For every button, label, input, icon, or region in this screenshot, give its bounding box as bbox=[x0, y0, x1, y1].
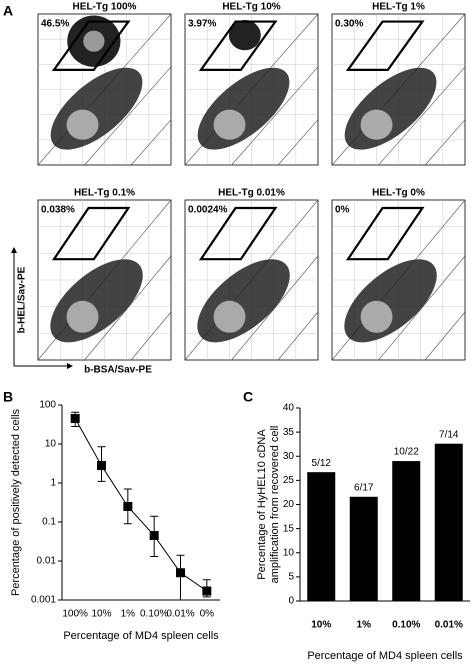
y-tick-label: 1 bbox=[50, 478, 56, 489]
cell-core bbox=[83, 30, 105, 52]
y-tick-label: 100 bbox=[39, 400, 56, 411]
point bbox=[123, 501, 133, 511]
point bbox=[70, 414, 80, 424]
diagonal bbox=[231, 255, 319, 361]
cell-core bbox=[213, 300, 246, 333]
plot-title: HEL-Tg 10% bbox=[222, 2, 280, 13]
gate-percent: 0.30% bbox=[335, 19, 363, 30]
diagonal bbox=[378, 66, 466, 166]
gate bbox=[345, 206, 425, 261]
cell-core bbox=[66, 109, 99, 140]
y-tick-label: 35 bbox=[283, 427, 295, 438]
x-tick-label: 0.01% bbox=[166, 609, 194, 620]
point bbox=[149, 531, 159, 541]
cell-core bbox=[213, 109, 246, 140]
y-tick-label: 40 bbox=[283, 403, 295, 414]
x-tick-label: 10% bbox=[91, 609, 111, 620]
y-axis-label: Percentage of HyHEL10 cDNA bbox=[256, 429, 268, 580]
y-tick-label: 10 bbox=[45, 439, 57, 450]
y-tick-label: 5 bbox=[288, 572, 294, 583]
bar-label: 5/12 bbox=[312, 458, 332, 469]
diagonal bbox=[84, 255, 172, 361]
plot-title: HEL-Tg 0% bbox=[372, 188, 425, 199]
y-tick-label: 25 bbox=[283, 475, 295, 486]
diagonal bbox=[130, 119, 172, 166]
x-tick-label: 10% bbox=[311, 620, 331, 631]
cell-core bbox=[66, 300, 99, 333]
plot-title: HEL-Tg 0.01% bbox=[218, 188, 285, 199]
cell-core bbox=[360, 300, 393, 333]
x-axis-label: Percentage of MD4 spleen cells bbox=[63, 630, 219, 642]
diagonal bbox=[277, 119, 319, 166]
diagonal bbox=[84, 66, 172, 166]
bar bbox=[307, 472, 336, 601]
cell-cloud bbox=[228, 20, 261, 51]
y-axis-label: amplification from recovered cell bbox=[269, 426, 281, 584]
bar bbox=[349, 496, 378, 601]
x-tick-label: 0% bbox=[200, 609, 215, 620]
diagonal bbox=[424, 119, 466, 166]
y-tick-label: 30 bbox=[283, 451, 295, 462]
panel-label: A bbox=[3, 3, 13, 19]
x-tick-label: 100% bbox=[62, 609, 88, 620]
x-tick-label: 0.10% bbox=[392, 620, 420, 631]
y-axis-label: Percentage of positively detected cells bbox=[10, 408, 22, 596]
gate-percent: 3.97% bbox=[188, 19, 216, 30]
diagonal bbox=[424, 311, 466, 361]
y-tick-label: 0.001 bbox=[31, 595, 56, 606]
gate bbox=[51, 20, 131, 71]
diagonal bbox=[378, 255, 466, 361]
plot-title: HEL-Tg 1% bbox=[372, 2, 425, 13]
y-tick-label: 0 bbox=[288, 596, 294, 607]
plot-title: HEL-Tg 100% bbox=[73, 2, 137, 13]
diagonal bbox=[231, 66, 319, 166]
gate bbox=[51, 206, 131, 261]
x-tick-label: 0.10% bbox=[140, 609, 168, 620]
diagonal bbox=[130, 311, 172, 361]
plot-title: HEL-Tg 0.1% bbox=[74, 188, 135, 199]
gate bbox=[198, 206, 278, 261]
x-axis-label: Percentage of MD4 spleen cells bbox=[307, 650, 463, 662]
y-tick-label: 0.1 bbox=[42, 517, 56, 528]
y-tick-label: 20 bbox=[283, 499, 295, 510]
line bbox=[74, 418, 208, 592]
gate-percent: 0.0024% bbox=[188, 205, 228, 216]
panel-label: C bbox=[243, 389, 253, 405]
gate-percent: 46.5% bbox=[41, 19, 69, 30]
bar bbox=[392, 461, 421, 601]
gate-percent: 0% bbox=[335, 205, 350, 216]
bar bbox=[434, 443, 463, 601]
x-tick-label: 1% bbox=[357, 620, 372, 631]
panel-label: B bbox=[3, 389, 13, 405]
y-tick-label: 15 bbox=[283, 523, 295, 534]
x-tick-label: 1% bbox=[121, 609, 136, 620]
bar-label: 7/14 bbox=[439, 429, 459, 440]
point bbox=[202, 586, 212, 596]
y-tick-label: 10 bbox=[283, 547, 295, 558]
y-axis-label: b-HEL/Sav-PE bbox=[17, 266, 28, 333]
y-tick-label: 0.01 bbox=[37, 556, 57, 567]
diagonal bbox=[277, 311, 319, 361]
gate bbox=[345, 20, 425, 71]
bar-label: 10/22 bbox=[394, 447, 419, 458]
x-tick-label: 0.01% bbox=[435, 620, 463, 631]
error-bar bbox=[176, 554, 185, 601]
cell-core bbox=[360, 109, 393, 140]
bar-label: 6/17 bbox=[354, 482, 374, 493]
point bbox=[176, 568, 185, 578]
gate bbox=[198, 20, 278, 71]
gate-percent: 0.038% bbox=[41, 205, 75, 216]
x-axis-label: b-BSA/Sav-PE bbox=[84, 365, 152, 376]
point bbox=[97, 461, 106, 471]
